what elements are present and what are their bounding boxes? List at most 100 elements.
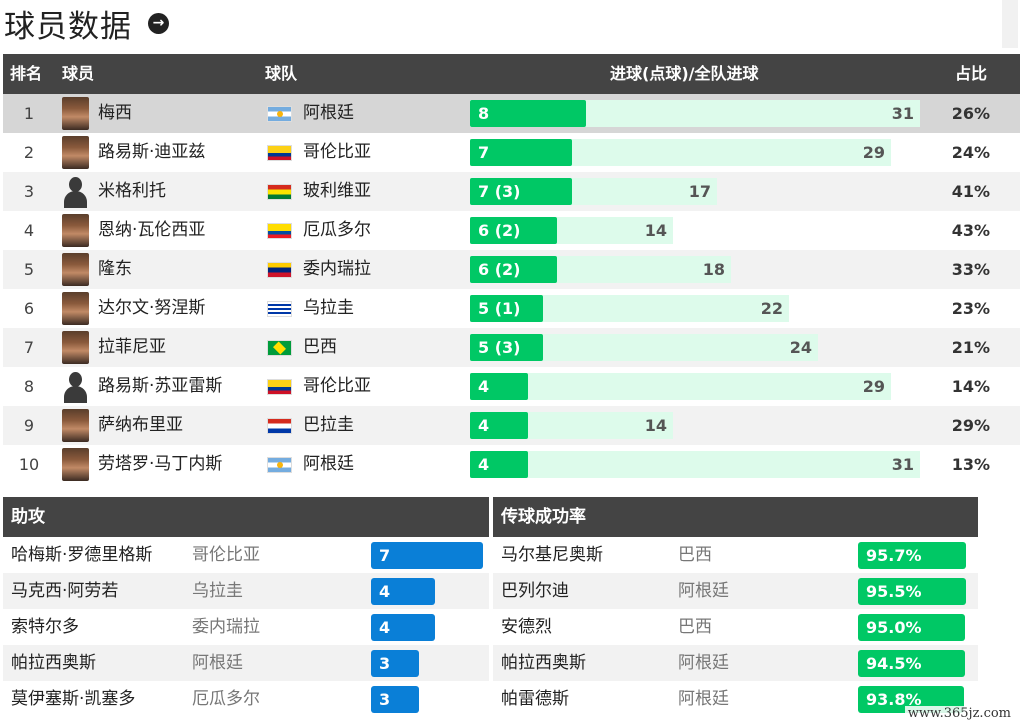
player-avatar [62, 97, 89, 130]
team-goals-value: 24 [789, 338, 812, 357]
assist-row[interactable]: 莫伊塞斯·凯塞多 厄瓜多尔 3 [3, 681, 489, 717]
team-name[interactable]: 厄瓜多尔 [192, 689, 260, 709]
player-name[interactable]: 拉菲尼亚 [98, 337, 166, 357]
player-name[interactable]: 达尔文·努涅斯 [98, 298, 206, 318]
team-name[interactable]: 阿根廷 [303, 454, 354, 474]
team-goals-value: 31 [891, 104, 914, 123]
player-name[interactable]: 萨纳布里亚 [98, 415, 183, 435]
country-flag-icon [267, 223, 292, 239]
passing-row[interactable]: 安德烈 巴西 95.0% [493, 609, 978, 645]
team-name[interactable]: 哥伦比亚 [303, 376, 371, 396]
header-player: 球员 [62, 64, 95, 83]
team-name[interactable]: 阿根廷 [678, 689, 729, 709]
table-row[interactable]: 6 达尔文·努涅斯 乌拉圭 5 (1) 22 23% [3, 289, 1020, 328]
team-name[interactable]: 厄瓜多尔 [303, 220, 371, 240]
goal-share: 26% [951, 104, 990, 123]
scrollbar-strip [1002, 0, 1018, 48]
team-goals-value: 14 [644, 221, 667, 240]
country-flag-icon [267, 145, 292, 161]
rank: 10 [18, 455, 40, 474]
team-name[interactable]: 巴西 [678, 545, 712, 565]
player-name[interactable]: 米格利托 [98, 181, 166, 201]
country-flag-icon [267, 262, 292, 278]
goal-share: 43% [951, 221, 990, 240]
table-row[interactable]: 4 恩纳·瓦伦西亚 厄瓜多尔 6 (2) 14 43% [3, 211, 1020, 250]
assist-row[interactable]: 帕拉西奥斯 阿根廷 3 [3, 645, 489, 681]
team-name[interactable]: 阿根廷 [678, 581, 729, 601]
team-name[interactable]: 委内瑞拉 [303, 259, 371, 279]
player-name[interactable]: 帕雷德斯 [501, 689, 569, 709]
player-name[interactable]: 帕拉西奥斯 [11, 653, 96, 673]
team-goals-bar: 4 14 [470, 412, 673, 439]
title-row: 球员数据 → [4, 0, 169, 46]
team-goals-bar: 6 (2) 14 [470, 217, 673, 244]
team-goals-value: 31 [891, 455, 914, 474]
team-name[interactable]: 哥伦比亚 [192, 545, 260, 565]
assist-row[interactable]: 索特尔多 委内瑞拉 4 [3, 609, 489, 645]
team-goals-bar: 6 (2) 18 [470, 256, 731, 283]
player-goals-bar: 4 [470, 412, 528, 439]
team-name[interactable]: 乌拉圭 [303, 298, 354, 318]
rank: 4 [23, 221, 35, 240]
player-name[interactable]: 莫伊塞斯·凯塞多 [11, 689, 136, 709]
team-goals-bar: 4 29 [470, 373, 891, 400]
team-name[interactable]: 玻利维亚 [303, 181, 371, 201]
goal-share: 23% [951, 299, 990, 318]
player-name[interactable]: 路易斯·迪亚兹 [98, 142, 206, 162]
player-name[interactable]: 路易斯·苏亚雷斯 [98, 376, 223, 396]
goal-share: 29% [951, 416, 990, 435]
assists-value: 4 [379, 618, 391, 637]
team-name[interactable]: 阿根廷 [192, 653, 243, 673]
passing-row[interactable]: 帕拉西奥斯 阿根廷 94.5% [493, 645, 978, 681]
table-row[interactable]: 3 米格利托 玻利维亚 7 (3) 17 41% [3, 172, 1020, 211]
team-goals-bar: 7 (3) 17 [470, 178, 717, 205]
team-goals-value: 22 [760, 299, 783, 318]
pass-rate-value: 95.5% [866, 582, 922, 601]
table-row[interactable]: 9 萨纳布里亚 巴拉圭 4 14 29% [3, 406, 1020, 445]
passing-row[interactable]: 巴列尔迪 阿根廷 95.5% [493, 573, 978, 609]
team-name[interactable]: 巴西 [678, 617, 712, 637]
player-name[interactable]: 索特尔多 [11, 617, 79, 637]
table-row[interactable]: 2 路易斯·迪亚兹 哥伦比亚 7 29 24% [3, 133, 1020, 172]
passing-row[interactable]: 马尔基尼奥斯 巴西 95.7% [493, 537, 978, 573]
player-avatar [62, 253, 89, 286]
goals-value: 6 (2) [478, 260, 521, 279]
assist-row[interactable]: 哈梅斯·罗德里格斯 哥伦比亚 7 [3, 537, 489, 573]
arrow-right-icon[interactable]: → [148, 12, 169, 34]
assists-bar: 3 [371, 650, 419, 677]
player-name[interactable]: 哈梅斯·罗德里格斯 [11, 545, 153, 565]
table-row[interactable]: 8 路易斯·苏亚雷斯 哥伦比亚 4 29 14% [3, 367, 1020, 406]
goals-value: 4 [478, 416, 490, 435]
team-name[interactable]: 委内瑞拉 [192, 617, 260, 637]
country-flag-icon [267, 184, 292, 200]
header-percentage: 占比 [955, 64, 988, 83]
table-row[interactable]: 5 隆东 委内瑞拉 6 (2) 18 33% [3, 250, 1020, 289]
player-name[interactable]: 马克西·阿劳若 [11, 581, 119, 601]
player-goals-bar: 7 (3) [470, 178, 572, 205]
stats-table-header: 排名 球员 球队 进球(点球)/全队进球 占比 [3, 54, 1020, 94]
goals-value: 5 (3) [478, 338, 521, 357]
team-name[interactable]: 巴西 [303, 337, 337, 357]
pass-rate-bar: 94.5% [858, 650, 965, 677]
table-row[interactable]: 7 拉菲尼亚 巴西 5 (3) 24 21% [3, 328, 1020, 367]
table-row[interactable]: 10 劳塔罗·马丁内斯 阿根廷 4 31 13% [3, 445, 1020, 484]
team-name[interactable]: 阿根廷 [678, 653, 729, 673]
player-name[interactable]: 巴列尔迪 [501, 581, 569, 601]
player-name[interactable]: 隆东 [98, 259, 132, 279]
team-name[interactable]: 巴拉圭 [303, 415, 354, 435]
player-name[interactable]: 劳塔罗·马丁内斯 [98, 454, 223, 474]
team-goals-value: 29 [862, 377, 885, 396]
header-team: 球队 [265, 64, 298, 83]
player-name[interactable]: 梅西 [98, 103, 132, 123]
player-name[interactable]: 马尔基尼奥斯 [501, 545, 603, 565]
player-name[interactable]: 帕拉西奥斯 [501, 653, 586, 673]
assist-row[interactable]: 马克西·阿劳若 乌拉圭 4 [3, 573, 489, 609]
rank: 3 [23, 182, 35, 201]
player-name[interactable]: 安德烈 [501, 617, 552, 637]
team-name[interactable]: 阿根廷 [303, 103, 354, 123]
team-name[interactable]: 乌拉圭 [192, 581, 243, 601]
player-name[interactable]: 恩纳·瓦伦西亚 [98, 220, 206, 240]
team-name[interactable]: 哥伦比亚 [303, 142, 371, 162]
player-goals-bar: 6 (2) [470, 217, 557, 244]
table-row[interactable]: 1 梅西 阿根廷 8 31 26% [3, 94, 1020, 133]
